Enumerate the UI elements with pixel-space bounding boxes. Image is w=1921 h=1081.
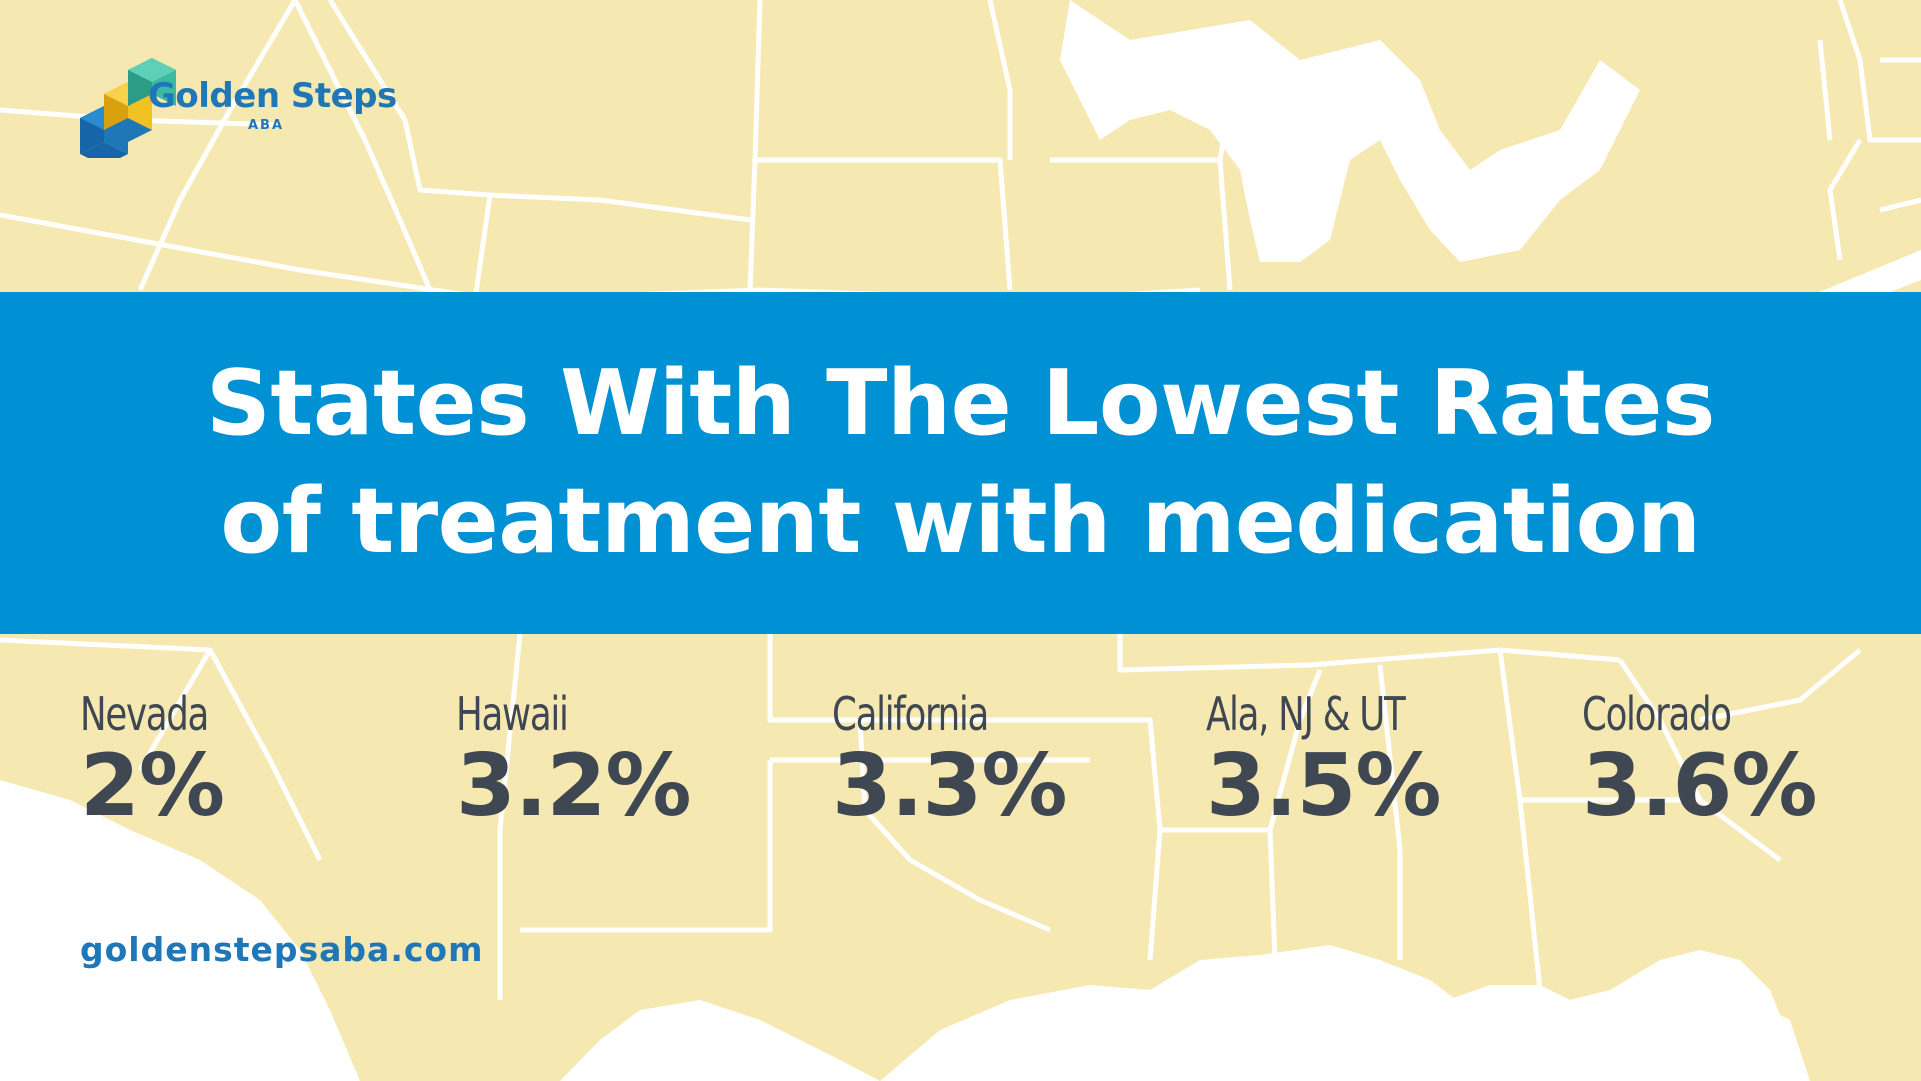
stat-state-label: Nevada [80,687,209,741]
stat-percentage: 3.2% [456,736,692,836]
golden-steps-logo-icon [80,58,176,158]
stat-percentage: 3.6% [1582,736,1818,836]
gulf-water-east [1650,1000,1810,1081]
title-line-2: of treatment with medication [220,469,1701,574]
stat-state-label: Colorado [1582,687,1732,741]
pacific-water [0,780,360,1081]
brand-subtitle: ABA [248,118,285,133]
stat-percentage: 3.3% [832,736,1068,836]
title-line-1: States With The Lowest Rates [206,351,1715,456]
great-lakes [1060,0,1640,262]
gulf-water [880,945,1560,1081]
title-banner: States With The Lowest Rates of treatmen… [0,292,1921,634]
stat-nevada: Nevada 2% [80,688,400,832]
stat-state-label: California [832,687,989,741]
state-borders [0,0,1921,1000]
stat-colorado: Colorado 3.6% [1582,688,1902,832]
website-url: goldenstepsaba.com [80,930,484,969]
stat-percentage: 2% [80,736,225,836]
stat-state-label: Hawaii [456,687,569,741]
stat-hawaii: Hawaii 3.2% [456,688,776,832]
stat-ala-nj-ut: Ala, NJ & UT 3.5% [1206,688,1526,832]
brand-name: Golden Steps [148,76,397,116]
stat-state-label: Ala, NJ & UT [1206,687,1406,741]
stat-percentage: 3.5% [1206,736,1442,836]
stat-california: California 3.3% [832,688,1152,832]
